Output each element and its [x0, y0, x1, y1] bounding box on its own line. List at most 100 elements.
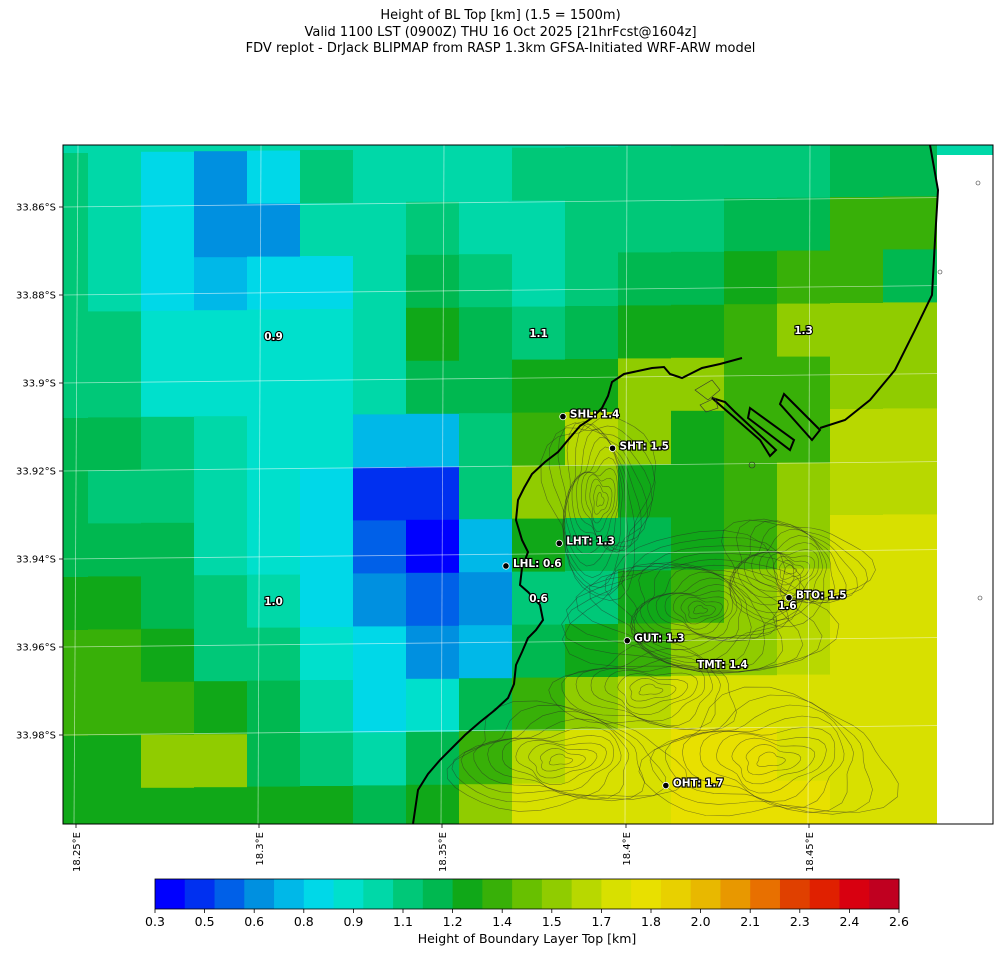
terrain-contour [621, 562, 799, 664]
terrain-contour [585, 474, 616, 533]
colorbar-tick-label: 2.3 [790, 914, 810, 929]
colorbar: 0.3 0.5 0.6 0.8 0.9 1.1 1.2 1.4 1.5 1.7 1.8 2.0 2.1 2… [145, 878, 909, 946]
grid-cell [459, 254, 513, 309]
islet-contour [937, 269, 943, 275]
grid-cell [671, 728, 725, 783]
terrain-contour [732, 524, 847, 606]
colorbar-swatch [482, 879, 513, 909]
lat-tick-label: 33.94°S [16, 555, 56, 566]
grid-cell [88, 576, 142, 631]
grid-cell [830, 780, 884, 824]
station-label: SHT: 1.5 [620, 440, 669, 452]
colorbar-swatch [452, 879, 483, 909]
grid-cell [883, 408, 937, 463]
terrain-contour [590, 664, 706, 722]
lat-tick-label: 33.92°S [16, 467, 56, 478]
colorbar-swatch [571, 879, 602, 909]
grid-cell [300, 733, 354, 787]
harbour-basin [746, 406, 796, 452]
colorbar-swatch [631, 879, 662, 909]
grid-cell [671, 145, 725, 200]
grid-cell [194, 416, 248, 471]
colorbar-swatch [690, 879, 721, 909]
colorbar-tick-label: 2.6 [889, 914, 909, 929]
grid-cell [777, 197, 831, 252]
grid-cell [830, 303, 884, 357]
grid-cell [63, 365, 89, 419]
terrain-contour [617, 673, 689, 709]
grid-cell [353, 520, 407, 575]
grid-cell [618, 411, 672, 466]
terrain-contour [759, 549, 819, 597]
terrain-contour [693, 604, 709, 615]
grid-cell [459, 360, 513, 415]
grid-cell [618, 729, 672, 784]
lon-tick-label: 18.3°E [255, 832, 266, 866]
grid-cell [406, 466, 460, 521]
grid-cell [724, 145, 778, 200]
terrain-contour [566, 545, 804, 673]
harbour-outline [699, 397, 719, 413]
grid-cell [406, 731, 460, 786]
grid-cell [830, 568, 884, 622]
grid-cell [141, 628, 195, 683]
lon-tick-label: 18.45°E [805, 832, 816, 872]
terrain-contour [446, 700, 688, 812]
terrain-contour [562, 421, 648, 579]
grid-cell [141, 575, 195, 630]
terrain-contour [751, 542, 823, 601]
grid-cell [141, 681, 195, 736]
colorbar-swatch [303, 879, 335, 909]
grid-cell [141, 204, 195, 259]
grid-cell [141, 363, 195, 418]
gridline-lon [624, 145, 628, 824]
colorbar-swatch [809, 879, 840, 909]
grid-cell [512, 306, 566, 361]
terrain-contour [596, 491, 605, 507]
grid-cell [512, 253, 566, 308]
grid-cell [777, 780, 831, 824]
grid-cell [88, 311, 142, 366]
terrain-contour [540, 747, 586, 772]
terrain-contour [743, 535, 827, 604]
terrain-contour [580, 467, 618, 541]
grid-cell [830, 409, 884, 463]
terrain-contour [540, 415, 657, 601]
plot-title: Height of BL Top [km] (1.5 = 1500m) [380, 8, 621, 23]
gridline-lat [63, 460, 993, 472]
grid-cell [883, 620, 937, 675]
grid-cell [141, 522, 195, 577]
harbour-detail [694, 180, 983, 601]
grid-cell [512, 624, 566, 679]
grid-cell [777, 303, 831, 358]
terrain-contour [563, 423, 642, 567]
grid-cell [565, 253, 619, 307]
cell-value-label: 0.9 [264, 331, 283, 343]
grid-cell [512, 677, 566, 732]
grid-cell [141, 416, 195, 471]
grid-cell [194, 310, 248, 365]
islet-contour [975, 180, 981, 186]
grid-cell [194, 681, 248, 736]
grid-cell [459, 466, 513, 521]
station-marker [623, 637, 631, 645]
grid-cell [63, 259, 89, 313]
gridline-lat [63, 196, 993, 208]
harbour-outline [694, 379, 721, 401]
gridline-lon [440, 145, 445, 824]
grid-cell [618, 146, 672, 201]
cell-value-label: 0.6 [529, 593, 548, 605]
grid-cell [63, 736, 89, 790]
grid-cell [194, 787, 248, 824]
grid-cell [830, 356, 884, 410]
colorbar-tick-label: 1.2 [443, 914, 463, 929]
grid-cell [353, 361, 407, 416]
terrain-contour [716, 733, 827, 794]
grid-cell [63, 153, 89, 207]
plot-source: FDV replot - DrJack BLIPMAP from RASP 1.… [245, 41, 756, 56]
grid-cell [671, 516, 725, 571]
grid-cell [353, 785, 407, 824]
grid-cell [618, 252, 672, 307]
station-label: LHT: 1.3 [566, 535, 615, 547]
